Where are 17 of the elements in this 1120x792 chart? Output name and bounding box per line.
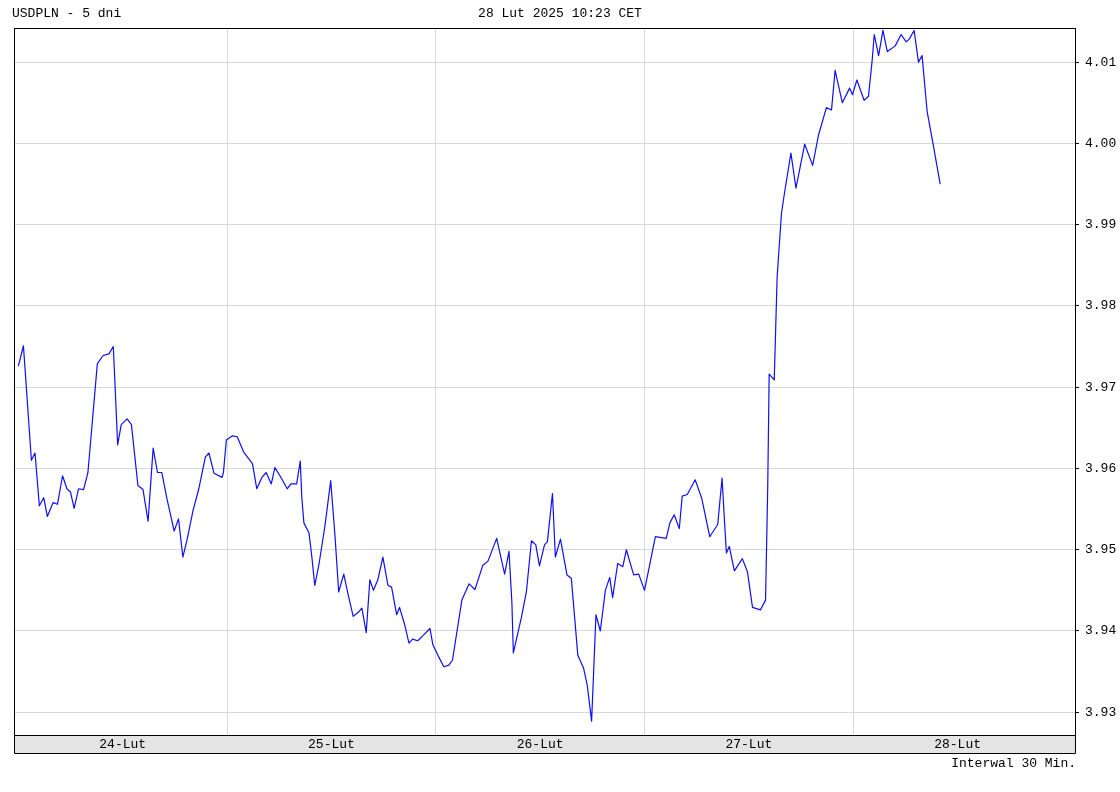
y-tick-label: 3.98	[1085, 298, 1117, 314]
chart-title: USDPLN - 5 dni	[12, 6, 122, 21]
text: Interwal 30 Min.	[951, 756, 1076, 771]
x-tick-label: 28-Lut	[934, 737, 981, 753]
chart-subtitle: 28 Lut 2025 10:23 CET	[478, 6, 642, 21]
y-tick-label: 4.00	[1085, 135, 1117, 151]
x-tick-label: 25-Lut	[308, 737, 355, 753]
y-tick-label: 3.95	[1085, 542, 1117, 558]
y-tick-label: 3.99	[1085, 217, 1117, 233]
y-tick-label: 3.93	[1085, 704, 1117, 720]
x-tick-label: 24-Lut	[99, 737, 147, 753]
y-tick-label: 4.01	[1085, 54, 1117, 70]
x-tick-label: 26-Lut	[516, 737, 564, 753]
x-tick-label: 27-Lut	[725, 737, 773, 753]
y-tick-label: 3.96	[1085, 460, 1117, 476]
y-tick-label: 3.94	[1085, 623, 1117, 639]
y-tick-label: 3.97	[1085, 379, 1117, 395]
